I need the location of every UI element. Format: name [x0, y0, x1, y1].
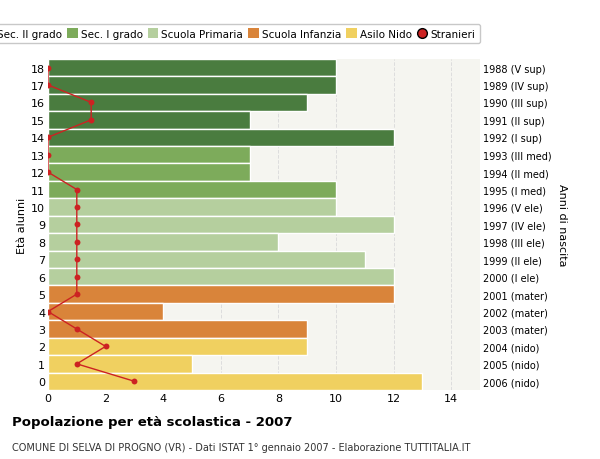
Bar: [48, 60, 336, 77]
Point: [72, 221, 82, 229]
Bar: [48, 373, 422, 390]
Point: [86, 100, 96, 107]
Bar: [48, 286, 394, 303]
Bar: [48, 112, 250, 129]
Point: [72, 291, 82, 298]
Text: COMUNE DI SELVA DI PROGNO (VR) - Dati ISTAT 1° gennaio 2007 - Elaborazione TUTTI: COMUNE DI SELVA DI PROGNO (VR) - Dati IS…: [12, 442, 470, 452]
Bar: [48, 199, 336, 216]
Point: [72, 274, 82, 281]
Point: [101, 343, 110, 350]
Text: Popolazione per età scolastica - 2007: Popolazione per età scolastica - 2007: [12, 415, 293, 428]
Bar: [48, 181, 336, 199]
Point: [72, 256, 82, 263]
Bar: [48, 95, 307, 112]
Bar: [48, 251, 365, 269]
Y-axis label: Anni di nascita: Anni di nascita: [557, 184, 567, 266]
Point: [43, 82, 53, 90]
Point: [130, 378, 139, 385]
Bar: [48, 77, 336, 95]
Bar: [48, 355, 192, 373]
Y-axis label: Età alunni: Età alunni: [17, 197, 27, 253]
Point: [72, 239, 82, 246]
Bar: [48, 129, 394, 146]
Legend: Sec. II grado, Sec. I grado, Scuola Primaria, Scuola Infanzia, Asilo Nido, Stran: Sec. II grado, Sec. I grado, Scuola Prim…: [0, 25, 479, 44]
Point: [43, 169, 53, 176]
Point: [43, 134, 53, 142]
Point: [43, 151, 53, 159]
Point: [43, 308, 53, 315]
Point: [43, 65, 53, 72]
Point: [86, 117, 96, 124]
Bar: [48, 338, 307, 355]
Point: [72, 204, 82, 211]
Point: [72, 325, 82, 333]
Point: [72, 360, 82, 368]
Bar: [48, 303, 163, 320]
Bar: [48, 320, 307, 338]
Bar: [48, 164, 250, 181]
Bar: [48, 146, 250, 164]
Bar: [48, 216, 394, 234]
Bar: [48, 234, 278, 251]
Point: [72, 186, 82, 194]
Bar: [48, 269, 394, 286]
